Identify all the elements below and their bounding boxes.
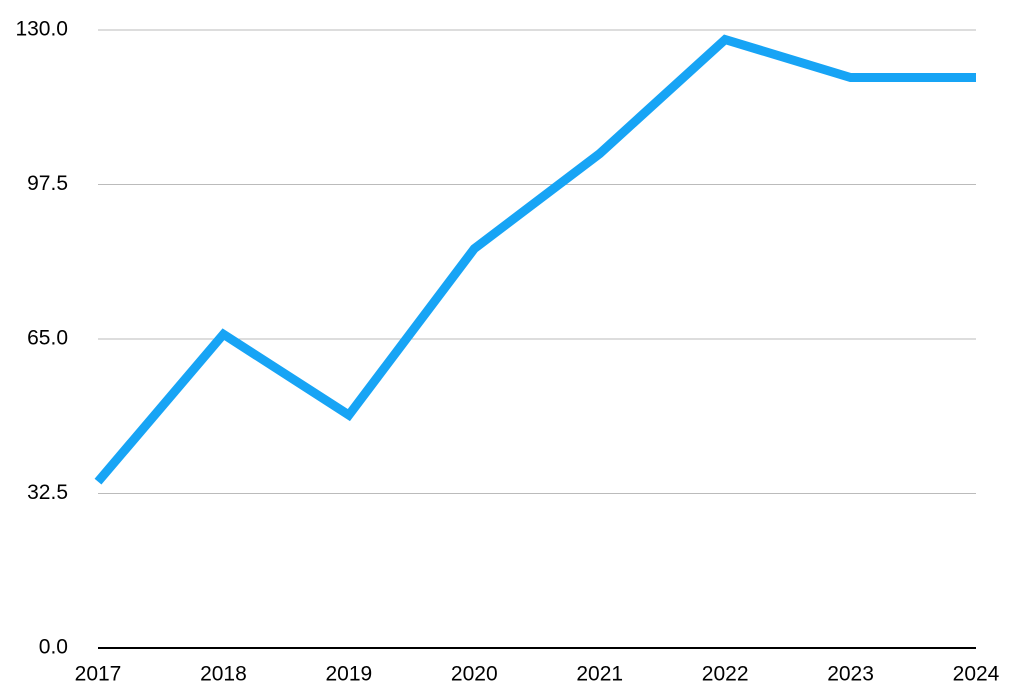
x-tick-label: 2024 xyxy=(953,663,1000,686)
x-tick-label: 2023 xyxy=(827,663,874,686)
x-tick-label: 2017 xyxy=(75,663,122,686)
y-tick-label: 0.0 xyxy=(39,636,68,659)
y-tick-label: 32.5 xyxy=(27,481,68,504)
x-tick-label: 2019 xyxy=(325,663,372,686)
y-tick-label: 97.5 xyxy=(27,172,68,195)
data-line xyxy=(94,34,976,485)
x-tick-label: 2021 xyxy=(576,663,623,686)
x-tick-label: 2022 xyxy=(702,663,749,686)
y-tick-label: 65.0 xyxy=(27,327,68,350)
y-tick-label: 130.0 xyxy=(15,18,68,41)
x-tick-label: 2018 xyxy=(200,663,247,686)
x-tick-label: 2020 xyxy=(451,663,498,686)
